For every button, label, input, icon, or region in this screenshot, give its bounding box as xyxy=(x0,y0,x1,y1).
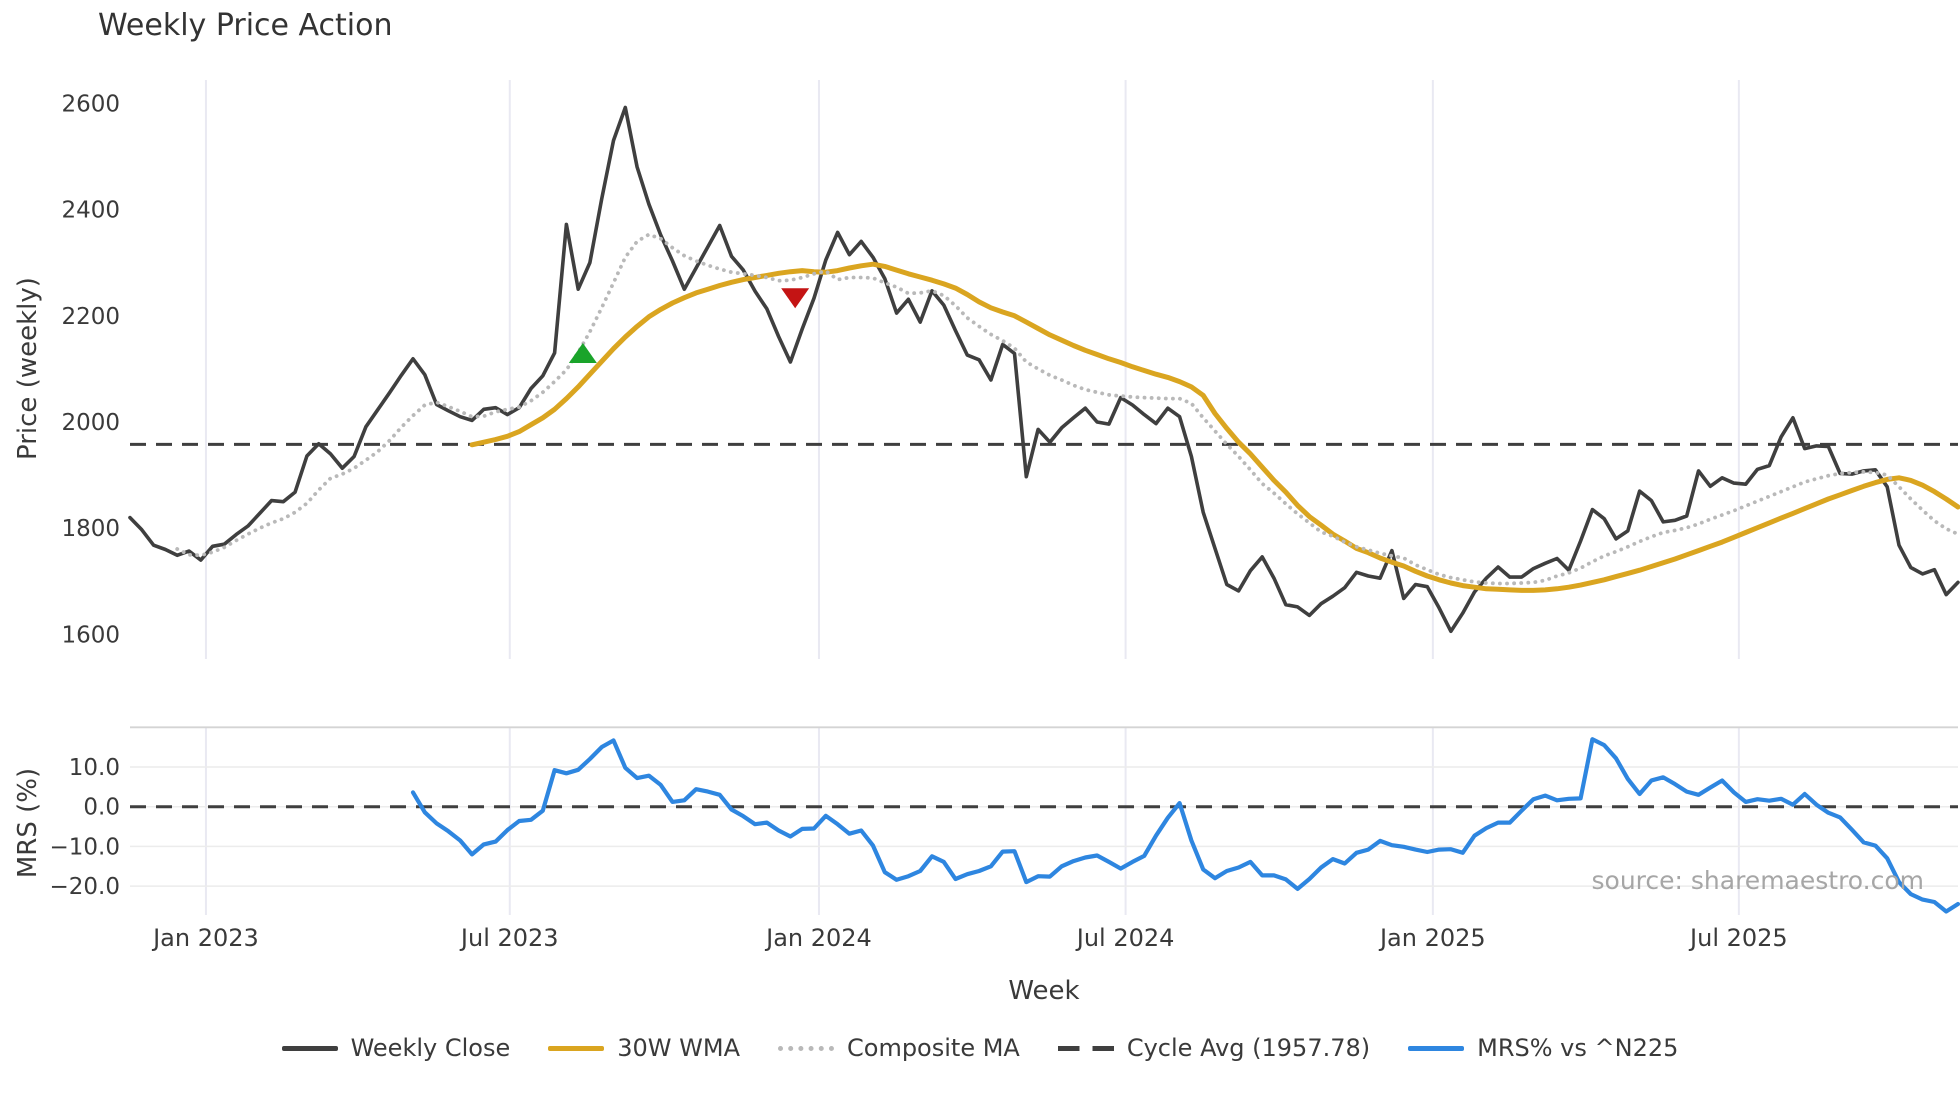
cycle-avg-dashed-swatch xyxy=(1057,1045,1114,1051)
chart-title: Weekly Price Action xyxy=(98,8,393,43)
x-axis-label: Week xyxy=(1008,976,1080,1006)
series-mrs-vs-n225 xyxy=(410,737,1960,914)
weekly-close-line-swatch xyxy=(281,1045,338,1051)
legend-label: Composite MA xyxy=(847,1034,1020,1062)
x-tick-label: Jan 2025 xyxy=(1378,924,1486,952)
mrs-tick-label: 0.0 xyxy=(83,795,120,821)
mrs-axis-label: MRS (%) xyxy=(13,767,43,879)
composite-ma-dotted-swatch xyxy=(778,1045,834,1051)
series-composite-ma xyxy=(175,232,1960,586)
x-tick-label: Jan 2023 xyxy=(151,924,259,952)
legend-label: 30W WMA xyxy=(617,1034,740,1062)
source-watermark: source: sharemaestro.com xyxy=(1591,866,1925,895)
mrs-line-swatch xyxy=(1408,1045,1465,1051)
price-tick-label: 2000 xyxy=(61,410,120,436)
legend-item-cycle-avg: Cycle Avg (1957.78) xyxy=(1057,1034,1371,1062)
x-tick-label: Jul 2025 xyxy=(1688,924,1788,952)
legend-item-30w-wma: 30W WMA xyxy=(548,1034,740,1062)
price-tick-label: 2600 xyxy=(61,91,120,117)
buy-signal-marker xyxy=(568,342,597,363)
legend-item-mrs: MRS% vs ^N225 xyxy=(1408,1034,1678,1062)
series-weekly-close xyxy=(128,105,1960,634)
legend-item-composite-ma: Composite MA xyxy=(778,1034,1020,1062)
x-tick-label: Jul 2024 xyxy=(1075,924,1175,952)
price-tick-label: 1600 xyxy=(61,622,120,648)
legend-label: Weekly Close xyxy=(350,1034,511,1062)
price-tick-label: 2200 xyxy=(61,304,120,330)
price-tick-label: 1800 xyxy=(61,516,120,542)
x-tick-label: Jan 2024 xyxy=(764,924,872,952)
legend-label: MRS% vs ^N225 xyxy=(1477,1034,1679,1062)
mrs-tick-label: −20.0 xyxy=(50,874,120,900)
sell-signal-marker xyxy=(781,288,810,309)
legend-item-weekly-close: Weekly Close xyxy=(281,1034,511,1062)
x-tick-label: Jul 2023 xyxy=(459,924,559,952)
series-30w-wma xyxy=(469,261,1960,593)
mrs-tick-label: −10.0 xyxy=(50,834,120,860)
legend-label: Cycle Avg (1957.78) xyxy=(1126,1034,1371,1062)
legend: Weekly Close 30W WMA Composite MA Cycle … xyxy=(0,1034,1960,1062)
mrs-tick-label: 10.0 xyxy=(69,755,120,781)
price-axis-label: Price (weekly) xyxy=(13,277,43,460)
wma-line-swatch xyxy=(548,1045,605,1051)
price-tick-label: 2400 xyxy=(61,198,120,224)
